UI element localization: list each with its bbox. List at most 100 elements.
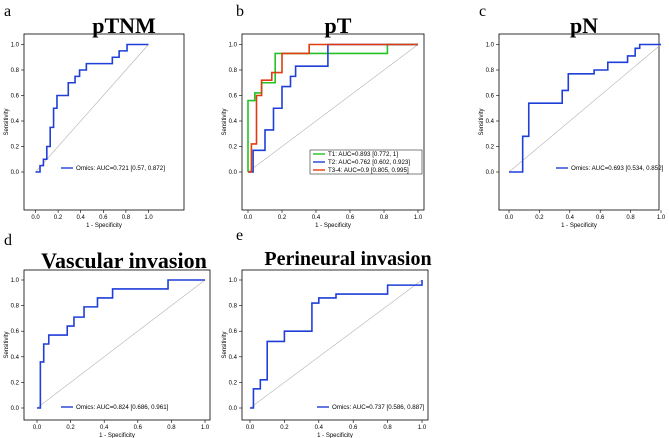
x-tick-label: 0.4 — [100, 425, 109, 431]
y-tick-label: 0.6 — [229, 329, 238, 335]
panel-letter: a — [4, 3, 11, 20]
x-tick-label: 0.0 — [505, 215, 514, 221]
x-axis-label: 1 - Specificity — [317, 433, 353, 438]
plot-frame — [241, 33, 425, 211]
roc-curve-1 — [37, 279, 205, 409]
x-tick-label: 0.0 — [246, 425, 255, 431]
x-tick-label: 0.6 — [134, 425, 143, 431]
y-tick-label: 0.4 — [229, 355, 238, 361]
roc-panel-e: e Perineural invasion 0.0 0.2 0.4 0.6 0.8 1.0 0.… — [222, 227, 432, 438]
x-tick-label: 0.2 — [66, 425, 75, 431]
x-tick-label: 0.8 — [122, 215, 131, 221]
x-tick-label: 1.0 — [414, 215, 423, 221]
y-tick-label: 0.4 — [11, 355, 20, 361]
x-tick-label: 0.2 — [54, 215, 63, 221]
legend: Omics: AUC=0.824 [0.686, 0.961] — [61, 404, 169, 411]
y-tick-label: 0.8 — [11, 304, 20, 310]
y-tick-label: 1.0 — [11, 278, 20, 284]
y-tick-label: 1.0 — [486, 43, 495, 49]
panel-title: Perineural invasion — [264, 248, 431, 270]
reference-diagonal — [35, 44, 149, 173]
x-tick-label: 0.8 — [383, 425, 392, 431]
panel-letter: b — [236, 3, 244, 20]
panel-letter: c — [479, 3, 486, 20]
roc-panel-d: d Vascular invasion 0.0 0.2 0.4 0.6 0.8 1.0 0.0 0… — [4, 232, 211, 438]
x-tick-label: 0.4 — [566, 215, 575, 221]
panel-title: Vascular invasion — [41, 248, 207, 273]
plot-frame — [498, 33, 660, 211]
y-tick-label: 0.4 — [229, 119, 238, 125]
legend: T1: AUC=0.893 [0.772, 1]T2: AUC=0.762 [0… — [309, 149, 423, 175]
y-tick-label: 0.6 — [229, 94, 238, 100]
y-tick-label: 0.2 — [229, 380, 238, 386]
roc-curve-1 — [35, 43, 149, 173]
reference-diagonal — [247, 44, 419, 173]
y-tick-label: 1.0 — [229, 43, 238, 49]
legend-entry: T3-4: AUC=0.9 [0.805, 0.995] — [328, 167, 409, 174]
y-tick-label: 0.8 — [229, 304, 238, 310]
reference-diagonal — [36, 279, 206, 409]
y-tick-label: 0.8 — [11, 68, 20, 74]
y-tick-label: 0.0 — [11, 406, 20, 412]
x-axis-label: 1 - Specificity — [86, 223, 122, 229]
y-axis-label: Sensitivity — [222, 108, 228, 135]
y-tick-label: 0.6 — [11, 329, 20, 335]
legend: Omics: AUC=0.693 [0.534, 0.852] — [556, 165, 664, 172]
y-tick-label: 0.4 — [11, 119, 20, 125]
y-tick-label: 0.0 — [229, 170, 238, 176]
plot-frame — [241, 269, 429, 421]
x-tick-label: 0.4 — [77, 215, 86, 221]
x-tick-label: 0.4 — [312, 215, 321, 221]
x-tick-label: 0.2 — [535, 215, 544, 221]
y-tick-label: 0.8 — [486, 68, 495, 74]
panel-letter: d — [4, 232, 12, 249]
x-tick-label: 0.8 — [380, 215, 389, 221]
y-tick-label: 0.2 — [229, 145, 238, 151]
y-axis-label: Sensitivity — [4, 108, 10, 135]
y-tick-label: 0.6 — [11, 94, 20, 100]
legend: Omics: AUC=0.737 [0.586, 0.887] — [317, 404, 425, 411]
legend-box — [309, 149, 423, 175]
x-tick-label: 0.0 — [31, 215, 40, 221]
x-tick-label: 0.6 — [99, 215, 108, 221]
plot-frame — [23, 33, 185, 211]
y-tick-label: 0.2 — [11, 145, 20, 151]
panel-letter: e — [236, 227, 243, 244]
x-tick-label: 1.0 — [418, 425, 427, 431]
y-axis-label: Sensitivity — [222, 331, 228, 358]
legend-entry: Omics: AUC=0.693 [0.534, 0.852] — [571, 165, 664, 172]
x-tick-label: 0.6 — [346, 215, 355, 221]
reference-diagonal — [249, 279, 423, 409]
roc-curve-2 — [248, 43, 418, 173]
x-tick-label: 0.2 — [278, 215, 287, 221]
reference-diagonal — [508, 44, 662, 173]
x-tick-label: 1.0 — [201, 425, 210, 431]
y-tick-label: 0.0 — [11, 170, 20, 176]
y-tick-label: 0.4 — [486, 119, 495, 125]
legend-entry: Omics: AUC=0.737 [0.586, 0.887] — [332, 404, 425, 411]
y-tick-label: 0.0 — [486, 170, 495, 176]
y-tick-label: 0.6 — [486, 94, 495, 100]
roc-curve-1 — [250, 280, 423, 409]
y-tick-label: 1.0 — [229, 278, 238, 284]
y-tick-label: 0.2 — [486, 145, 495, 151]
x-tick-label: 1.0 — [657, 215, 666, 221]
plot-frame — [23, 269, 211, 421]
x-tick-label: 0.4 — [315, 425, 324, 431]
y-axis-label: Sensitivity — [4, 331, 10, 358]
x-tick-label: 0.8 — [626, 215, 635, 221]
y-tick-label: 0.2 — [11, 380, 20, 386]
x-tick-label: 0.0 — [244, 215, 253, 221]
x-axis-label: 1 - Specificity — [99, 433, 135, 438]
x-axis-label: 1 - Specificity — [315, 223, 351, 229]
roc-curve-1 — [509, 43, 661, 173]
x-tick-label: 0.2 — [280, 425, 289, 431]
x-tick-label: 0.0 — [33, 425, 42, 431]
y-axis-label: Sensitivity — [479, 108, 485, 135]
y-tick-label: 1.0 — [11, 43, 20, 49]
legend-entry: Omics: AUC=0.721 [0.57, 0.872] — [76, 165, 165, 172]
